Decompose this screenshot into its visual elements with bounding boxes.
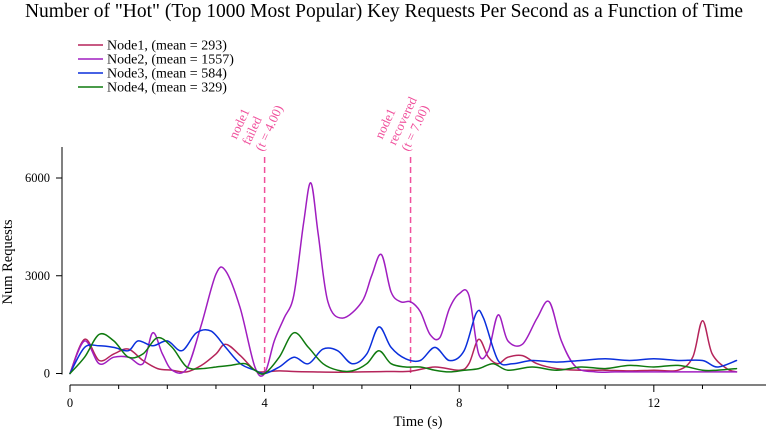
- series-line-node2: [69, 182, 738, 377]
- x-tick-label: 0: [67, 396, 73, 410]
- legend-label-node3: Node3, (mean = 584): [107, 67, 227, 82]
- y-axis-label: Num Requests: [0, 219, 16, 304]
- series-line-node4: [69, 331, 738, 375]
- x-axis-label: Time (s): [393, 414, 442, 430]
- x-tick-label: 12: [648, 396, 661, 410]
- legend-label-node2: Node2, (mean = 1557): [107, 53, 234, 68]
- chart-title: Number of "Hot" (Top 1000 Most Popular) …: [25, 1, 743, 22]
- legend-label-node4: Node4, (mean = 329): [107, 81, 227, 96]
- series-line-node3: [69, 309, 738, 375]
- y-tick-label: 3000: [25, 269, 50, 283]
- axes: 0 3000 6000 0 4 8 12: [25, 147, 766, 410]
- y-tick-label: 6000: [25, 171, 50, 185]
- y-tick-label: 0: [44, 367, 50, 381]
- legend: Node1, (mean = 293)Node2, (mean = 1557)N…: [78, 39, 234, 96]
- legend-label-node1: Node1, (mean = 293): [107, 39, 227, 54]
- x-tick-label: 8: [456, 396, 462, 410]
- series-lines: [69, 182, 738, 377]
- x-tick-label: 4: [261, 396, 268, 410]
